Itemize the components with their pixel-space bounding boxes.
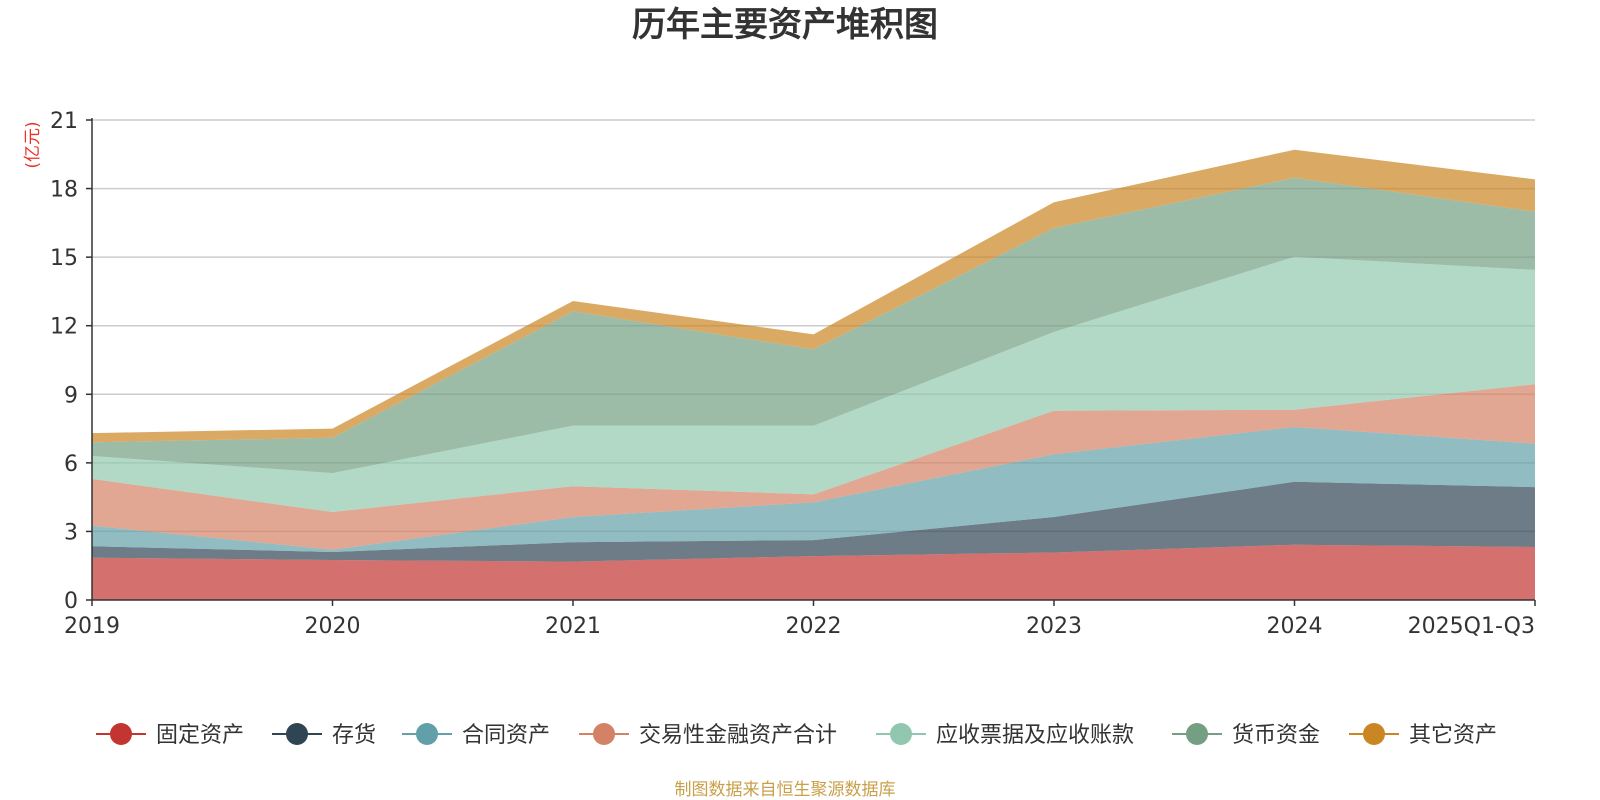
y-axis-unit-label: (亿元) [23, 121, 43, 168]
legend-label: 合同资产 [462, 723, 550, 748]
legend-item-7[interactable]: 其它资产 [1349, 723, 1497, 748]
legend-label: 应收票据及应收账款 [936, 723, 1134, 748]
legend-item-6[interactable]: 货币资金 [1172, 723, 1320, 748]
area-series-group [92, 149, 1535, 600]
legend-label: 交易性金融资产合计 [639, 723, 837, 748]
legend-item-1[interactable]: 固定资产 [96, 723, 244, 748]
legend-label: 其它资产 [1409, 723, 1497, 748]
legend: 固定资产 存货 合同资产 交易性金融资产合计 应收票据及应收账款 货币资金 其它资产 [96, 723, 1497, 748]
legend-marker-icon [110, 723, 132, 745]
legend-marker-icon [1363, 723, 1385, 745]
y-tick-label: 3 [64, 520, 78, 545]
y-axis-ticks: 0 3 6 9 12 15 18 21 [50, 109, 92, 614]
legend-marker-icon [890, 723, 912, 745]
area-series-6 [92, 177, 1535, 474]
area-series-3 [92, 427, 1535, 552]
data-source-note: 制图数据来自恒生聚源数据库 [675, 780, 896, 800]
legend-item-2[interactable]: 存货 [272, 723, 376, 748]
legend-marker-icon [416, 723, 438, 745]
legend-label: 固定资产 [156, 723, 244, 748]
y-tick-label: 21 [50, 109, 78, 134]
y-tick-label: 9 [64, 383, 78, 408]
area-series-1 [92, 544, 1535, 600]
y-tick-label: 18 [50, 178, 78, 203]
x-tick-label: 2022 [786, 614, 842, 639]
legend-marker-icon [1186, 723, 1208, 745]
x-tick-label: 2025Q1-Q3 [1408, 614, 1535, 639]
legend-marker-icon [286, 723, 308, 745]
legend-item-3[interactable]: 合同资产 [402, 723, 550, 748]
legend-marker-icon [593, 723, 615, 745]
legend-item-5[interactable]: 应收票据及应收账款 [876, 723, 1134, 748]
legend-label: 货币资金 [1232, 723, 1320, 748]
x-tick-label: 2020 [305, 614, 361, 639]
x-tick-label: 2021 [545, 614, 601, 639]
x-tick-label: 2019 [64, 614, 120, 639]
legend-label: 存货 [332, 723, 376, 748]
y-tick-label: 12 [50, 315, 78, 340]
y-tick-label: 15 [50, 246, 78, 271]
area-series-5 [92, 256, 1535, 512]
chart-title: 历年主要资产堆积图 [632, 5, 938, 45]
area-series-2 [92, 481, 1535, 562]
legend-item-4[interactable]: 交易性金融资产合计 [579, 723, 837, 748]
y-tick-label: 6 [64, 452, 78, 477]
x-tick-label: 2023 [1026, 614, 1082, 639]
area-series-7 [92, 149, 1535, 443]
x-axis-ticks: 2019 2020 2021 2022 2023 2024 2025Q1-Q3 [64, 600, 1536, 639]
y-tick-label: 0 [64, 589, 78, 614]
area-series-4 [92, 384, 1535, 550]
x-tick-label: 2024 [1267, 614, 1323, 639]
